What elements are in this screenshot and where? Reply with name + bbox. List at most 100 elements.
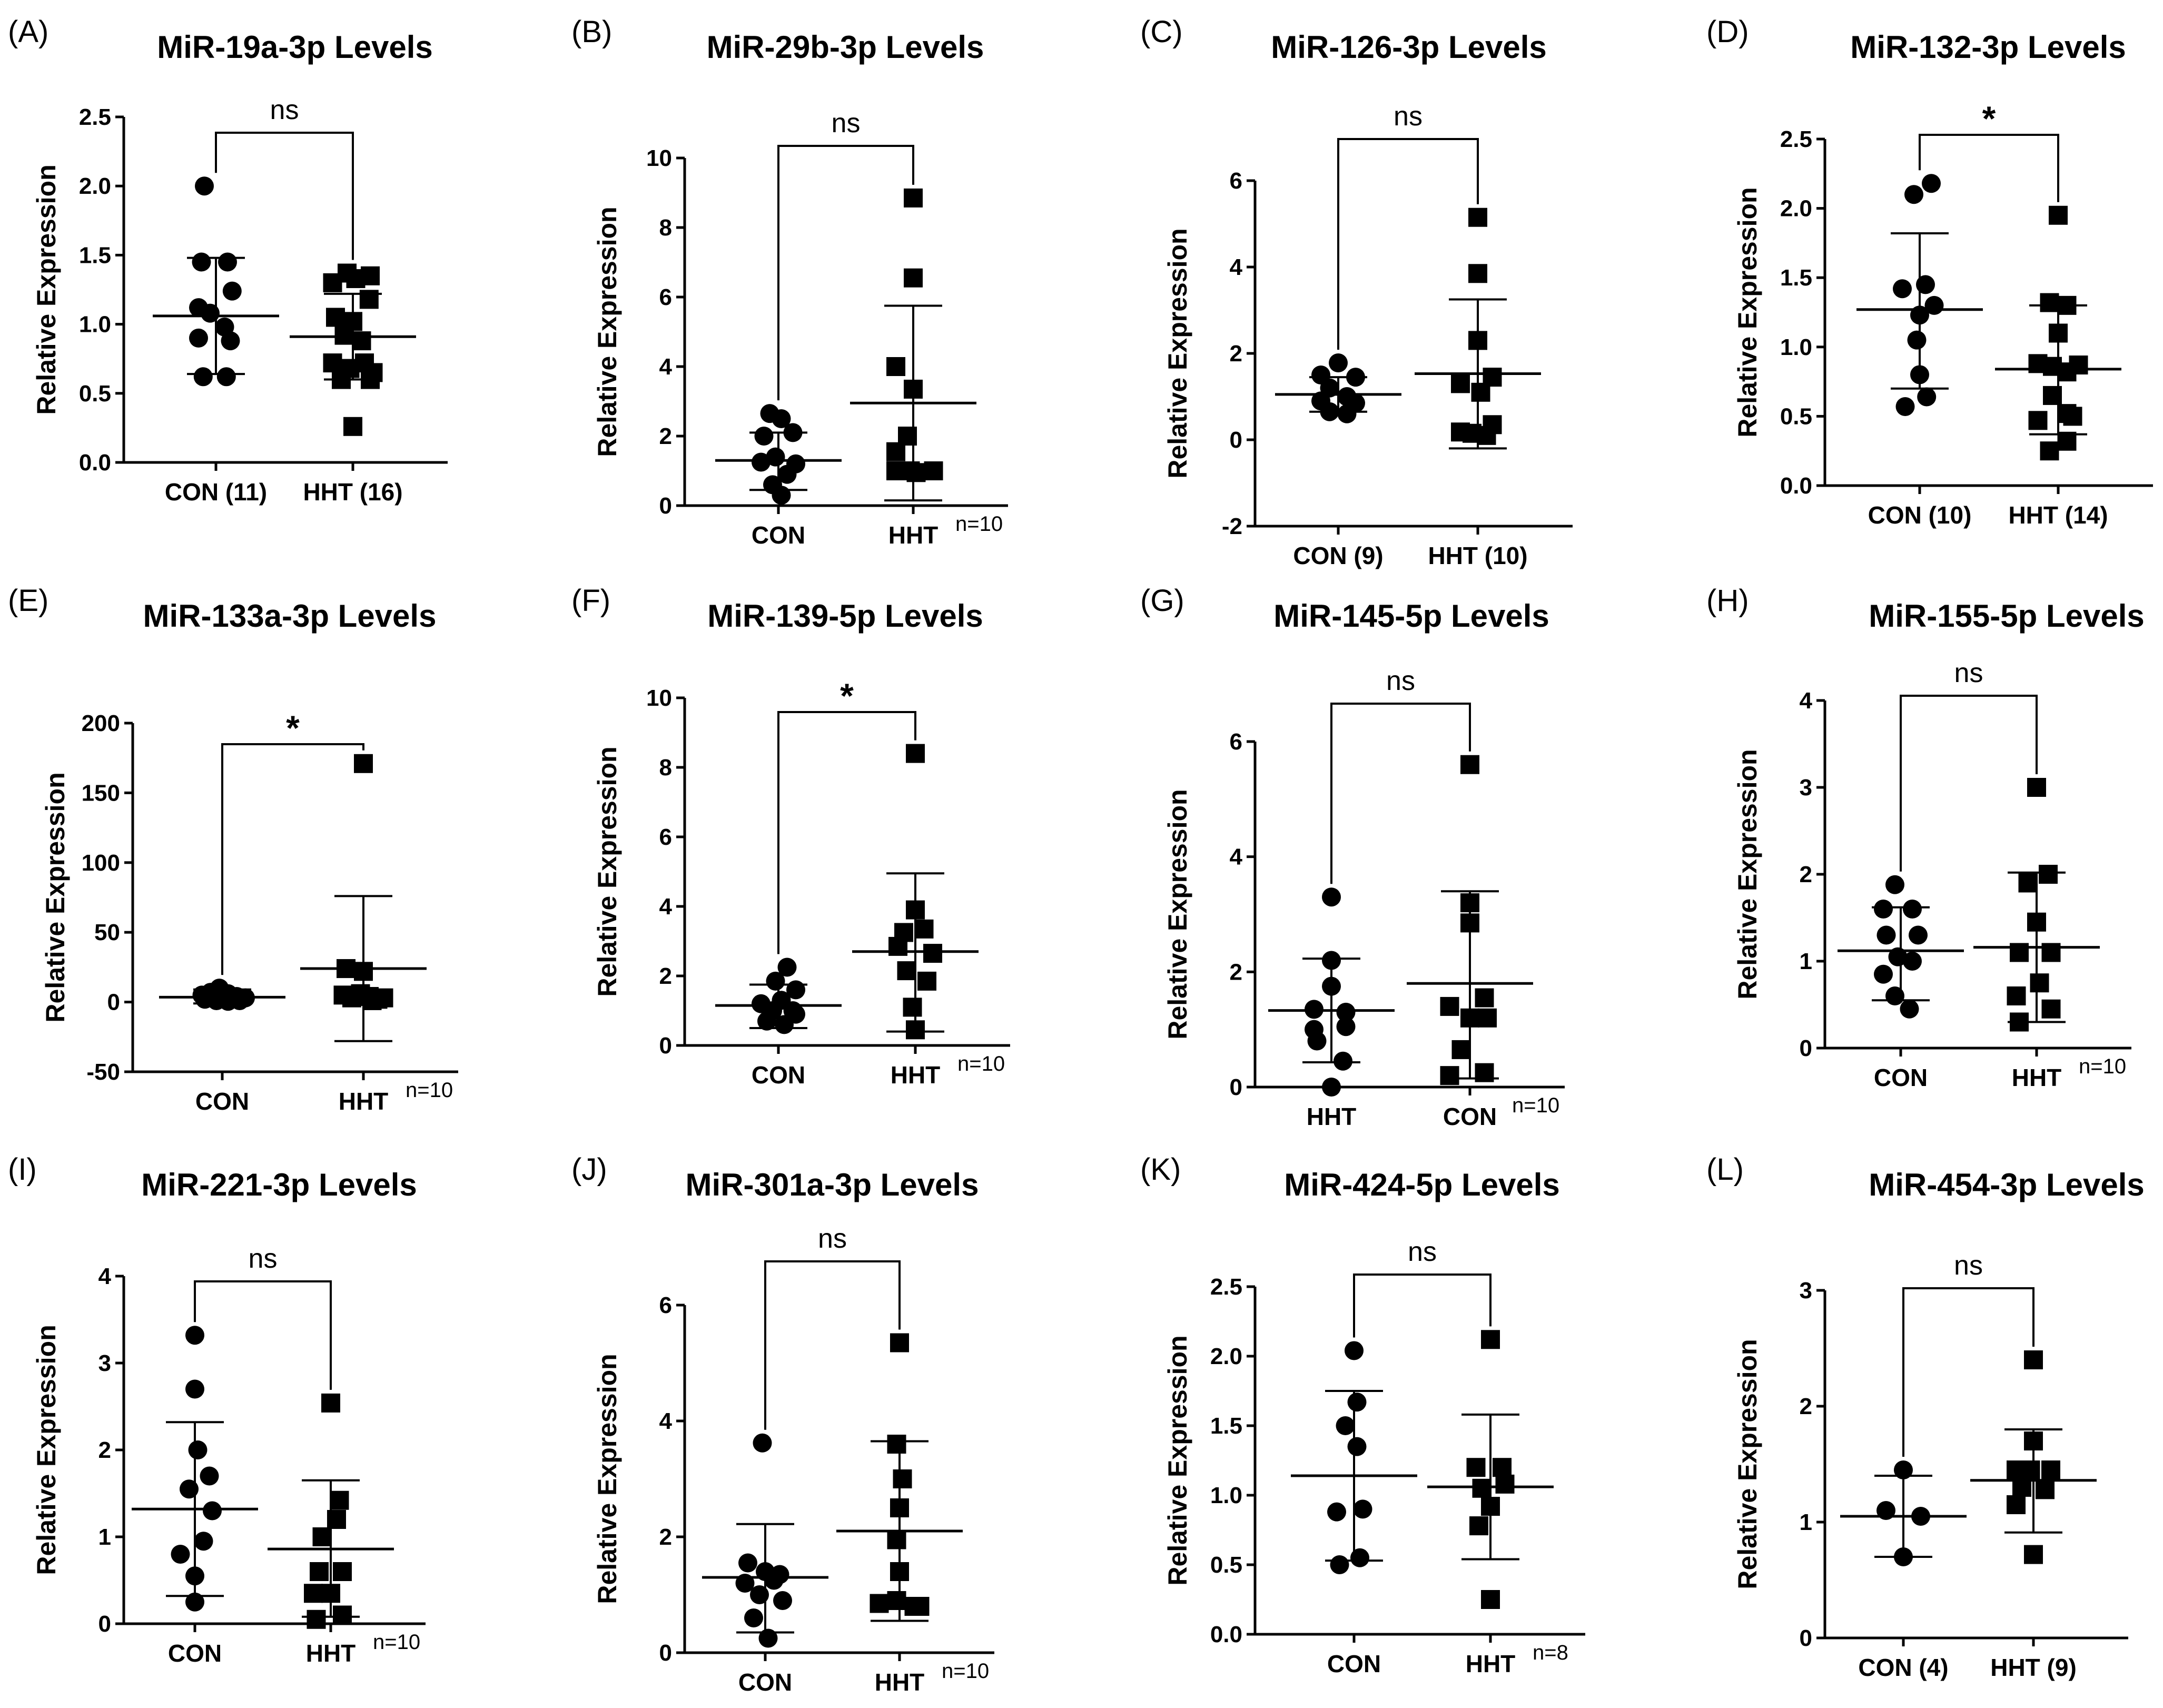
data-point-circle bbox=[1320, 402, 1339, 421]
data-point-circle bbox=[1322, 1078, 1341, 1097]
data-point-square bbox=[361, 370, 380, 389]
series-1 bbox=[300, 754, 427, 1042]
data-point-square bbox=[904, 268, 923, 288]
data-point-square bbox=[2027, 778, 2046, 797]
data-point-circle bbox=[1307, 1031, 1327, 1051]
panel-label: (C) bbox=[1140, 15, 1183, 49]
y-tick-label: 2 bbox=[1800, 1394, 1812, 1419]
data-point-circle bbox=[1894, 1460, 1913, 1479]
data-point-square bbox=[2018, 873, 2038, 893]
data-point-circle bbox=[1903, 900, 1922, 919]
data-point-circle bbox=[193, 367, 213, 387]
data-point-circle bbox=[758, 1628, 778, 1648]
data-point-square bbox=[1468, 264, 1487, 283]
y-tick-label: 0 bbox=[659, 1033, 672, 1059]
panel-label: (D) bbox=[1706, 15, 1749, 49]
data-point-circle bbox=[185, 1326, 204, 1345]
x-category-label: CON bbox=[1327, 1650, 1381, 1677]
data-point-square bbox=[886, 357, 905, 376]
panel-label: (K) bbox=[1140, 1152, 1181, 1187]
data-point-circle bbox=[1322, 951, 1341, 970]
data-point-circle bbox=[772, 486, 791, 505]
significance-label: * bbox=[1982, 99, 1996, 138]
data-point-square bbox=[2041, 943, 2061, 962]
y-tick-label: 4 bbox=[98, 1263, 112, 1289]
data-point-square bbox=[2040, 293, 2059, 312]
chart-title: MiR-19a-3p Levels bbox=[157, 29, 433, 65]
series-0 bbox=[1268, 887, 1395, 1097]
data-point-circle bbox=[1909, 925, 1928, 945]
x-category-label: HHT bbox=[1307, 1103, 1357, 1130]
y-tick-label: 3 bbox=[1800, 1278, 1812, 1304]
chart-title: MiR-139-5p Levels bbox=[707, 598, 983, 634]
y-tick-label: 0.5 bbox=[1210, 1552, 1242, 1578]
data-point-circle bbox=[764, 1571, 784, 1590]
data-point-circle bbox=[185, 1592, 204, 1612]
panel-label: (F) bbox=[571, 584, 610, 618]
x-category-label: HHT bbox=[306, 1640, 356, 1667]
chart-title: MiR-424-5p Levels bbox=[1284, 1167, 1560, 1202]
panel-a: (A) MiR-19a-3p Levels Relative Expression 0… bbox=[8, 15, 448, 506]
significance-bracket bbox=[194, 1280, 332, 1390]
series-0 bbox=[1856, 174, 1983, 416]
data-point-circle bbox=[1894, 1547, 1913, 1566]
panel-label: (B) bbox=[571, 15, 612, 49]
data-point-circle bbox=[773, 1591, 792, 1610]
data-point-square bbox=[321, 1393, 340, 1413]
significance-bracket bbox=[1900, 695, 2038, 872]
data-point-circle bbox=[1924, 295, 1944, 315]
data-point-circle bbox=[1910, 305, 1929, 325]
y-tick-label: 8 bbox=[659, 755, 672, 781]
data-point-circle bbox=[1916, 275, 1935, 294]
y-tick-label: 1.0 bbox=[1780, 334, 1812, 360]
sample-size-label: n=10 bbox=[2079, 1055, 2126, 1078]
panel-label: (J) bbox=[571, 1152, 607, 1187]
x-category-label: HHT bbox=[888, 521, 939, 549]
y-tick-label: 0.0 bbox=[1210, 1622, 1242, 1647]
chart-title: MiR-126-3p Levels bbox=[1271, 29, 1547, 65]
data-point-circle bbox=[185, 1566, 204, 1586]
data-point-square bbox=[1471, 382, 1490, 402]
data-point-square bbox=[1466, 1458, 1486, 1477]
y-tick-label: 10 bbox=[646, 685, 672, 711]
series-0 bbox=[1275, 353, 1401, 423]
y-axis-label: Relative Expression bbox=[1163, 789, 1192, 1039]
significance-bracket bbox=[1902, 1287, 2034, 1457]
y-tick-label: 1.0 bbox=[79, 312, 111, 338]
significance-label: * bbox=[840, 676, 854, 715]
data-point-circle bbox=[1336, 1416, 1355, 1435]
y-axis-label: Relative Expression bbox=[1733, 187, 1762, 437]
y-axis-label: Relative Expression bbox=[592, 206, 622, 457]
x-category-label: HHT (14) bbox=[2008, 501, 2108, 529]
data-point-square bbox=[1460, 893, 1479, 913]
data-point-circle bbox=[1888, 947, 1908, 966]
data-point-circle bbox=[1876, 925, 1896, 945]
y-axis-label: Relative Expression bbox=[1733, 1339, 1762, 1589]
data-point-square bbox=[887, 1435, 906, 1454]
data-point-square bbox=[906, 1020, 925, 1040]
series-0 bbox=[715, 404, 842, 505]
y-tick-label: 1.5 bbox=[1210, 1413, 1242, 1439]
y-tick-label: 2 bbox=[1800, 862, 1812, 887]
data-point-circle bbox=[1874, 964, 1893, 984]
y-tick-label: 2 bbox=[98, 1437, 111, 1463]
x-category-label: HHT bbox=[2012, 1064, 2062, 1091]
significance-label: ns bbox=[1954, 1250, 1983, 1281]
y-tick-label: 4 bbox=[659, 894, 673, 920]
data-point-circle bbox=[772, 409, 791, 428]
data-point-circle bbox=[786, 1004, 805, 1024]
data-point-circle bbox=[201, 303, 220, 323]
y-axis-label: Relative Expression bbox=[592, 1354, 622, 1604]
data-point-circle bbox=[194, 1532, 213, 1551]
y-tick-label: 3 bbox=[1800, 775, 1812, 801]
data-point-square bbox=[2041, 999, 2061, 1019]
y-tick-label: 2.0 bbox=[1780, 196, 1812, 222]
data-point-square bbox=[1477, 426, 1496, 445]
y-tick-label: 6 bbox=[659, 824, 672, 850]
chart-title: MiR-301a-3p Levels bbox=[686, 1167, 979, 1202]
data-point-square bbox=[906, 463, 926, 482]
data-point-circle bbox=[1336, 1017, 1356, 1036]
y-tick-label: 4 bbox=[1230, 254, 1243, 280]
data-point-square bbox=[2024, 1431, 2043, 1450]
